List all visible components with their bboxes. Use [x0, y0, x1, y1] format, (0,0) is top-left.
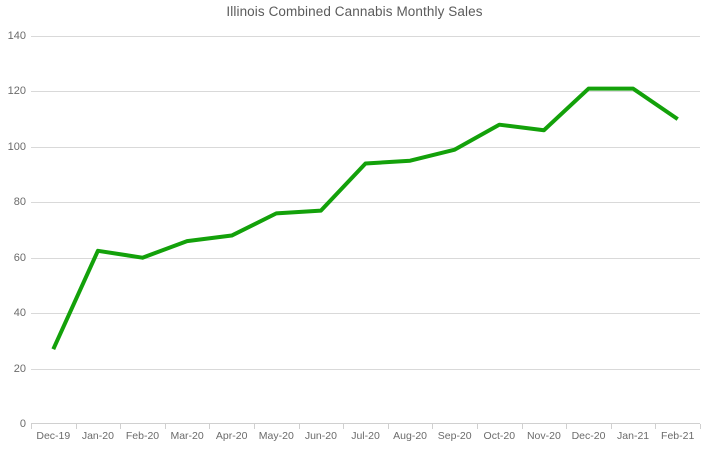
y-axis-tick-label: 20: [13, 362, 26, 375]
x-axis-tick-label: Oct-20: [483, 430, 516, 442]
x-axis-tick: [164, 424, 166, 429]
x-axis-tick: [209, 424, 211, 429]
y-axis-tick-label: 140: [7, 30, 26, 42]
x-axis-tick-label: Apr-20: [215, 430, 248, 442]
y-axis-tick-label: 0: [19, 418, 26, 430]
x-axis-tick: [254, 424, 255, 429]
x-axis-tick-label: Feb-20: [125, 430, 160, 442]
x-axis-tick: [655, 424, 657, 429]
x-axis-tick-label: Jan-20: [81, 430, 114, 442]
x-axis-tick: [566, 424, 568, 429]
x-axis-tick: [387, 424, 389, 429]
x-axis-tick: [700, 424, 701, 429]
x-axis-tick: [75, 424, 77, 429]
gridline: [31, 202, 700, 204]
x-axis-tick-label: May-20: [258, 430, 294, 442]
x-axis-tick-label: Nov-20: [526, 430, 561, 442]
x-axis-tick-label: Aug-20: [393, 430, 428, 442]
gridline: [31, 91, 700, 93]
x-axis-tick-label: Dec-20: [571, 430, 606, 442]
x-axis-tick: [610, 424, 612, 429]
x-axis-tick: [31, 424, 32, 429]
x-axis-tick-label: Dec-19: [36, 430, 71, 442]
y-axis-labels: 0 20 40 60 80 100 120 140: [0, 0, 26, 452]
y-axis-tick-label: 80: [13, 196, 26, 209]
x-axis-tick-label: Feb-21: [661, 430, 695, 442]
x-axis-tick: [298, 424, 300, 429]
x-axis-tick: [521, 424, 523, 429]
y-axis-tick-label: 120: [7, 85, 26, 98]
x-axis-line: [31, 423, 700, 424]
gridline: [31, 257, 700, 259]
x-axis-tick-label: Jan-21: [617, 430, 650, 442]
y-axis-tick-label: 100: [7, 140, 26, 153]
gridline: [31, 313, 700, 315]
x-axis-tick: [343, 424, 345, 429]
gridline: [31, 36, 700, 37]
gridline: [31, 146, 700, 148]
x-axis-tick-label: Mar-20: [170, 430, 204, 442]
x-axis-tick: [477, 424, 478, 429]
chart-title: Illinois Combined Cannabis Monthly Sales: [226, 4, 483, 19]
x-axis-tick: [432, 424, 434, 429]
x-axis-tick-label: Sep-20: [437, 430, 472, 442]
x-axis-tick: [120, 424, 122, 429]
x-axis-tick-label: Jul-20: [351, 430, 380, 442]
x-axis-tick-label: Jun-20: [304, 430, 337, 442]
y-axis-tick-label: 60: [13, 251, 26, 264]
plot-area: [31, 36, 700, 424]
y-axis-tick-label: 40: [13, 307, 26, 320]
gridline: [31, 368, 700, 370]
